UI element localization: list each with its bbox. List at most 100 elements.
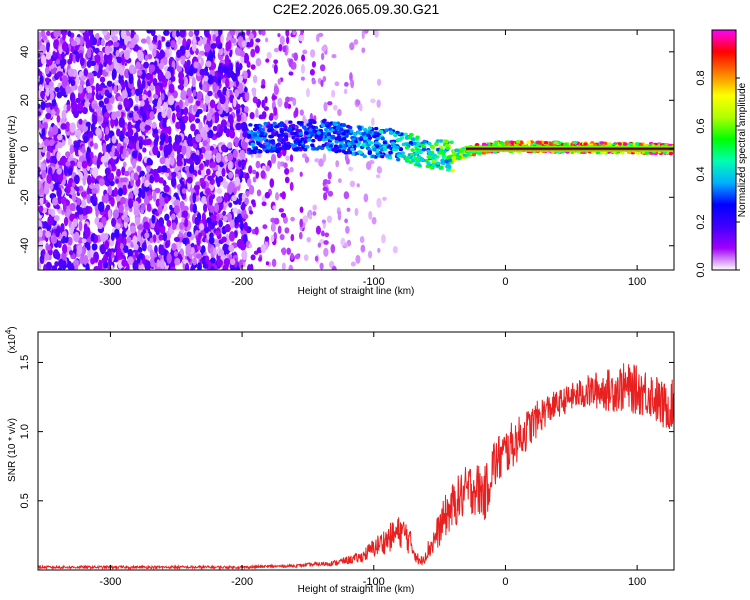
spectrogram-cell	[322, 186, 328, 192]
spectrogram-cell	[86, 152, 91, 164]
spectrogram-cell	[175, 121, 181, 130]
spectrogram-cell	[171, 213, 176, 220]
spectrogram-cell	[56, 71, 63, 78]
spectrogram-cell	[441, 151, 446, 156]
spectrogram-cell	[192, 104, 198, 113]
spectrogram-cell	[321, 119, 327, 124]
spectrogram-cell	[330, 134, 336, 139]
spectrogram-cell	[260, 84, 266, 89]
spectrogram-cell	[207, 90, 213, 97]
spectrogram-cell	[245, 190, 250, 197]
spectrogram-cell	[146, 157, 152, 166]
spectrogram-cell	[108, 256, 112, 267]
spectrogram-cell	[331, 89, 336, 98]
spectrogram-cell	[64, 121, 71, 132]
spectrogram-cell	[84, 170, 88, 180]
spectrogram-cell	[261, 99, 265, 109]
spectrogram-cell	[255, 38, 261, 43]
spectrogram-cell	[149, 110, 155, 121]
spectrogram-cell	[171, 112, 176, 124]
spectrogram-cell	[439, 165, 444, 170]
spectrogram-cell	[128, 112, 134, 118]
spectrogram-cell	[66, 104, 71, 112]
spectrogram-cell	[83, 254, 89, 266]
spectrogram-cell	[451, 155, 457, 160]
spectrogram-cell	[140, 38, 147, 44]
spectrogram-cell	[290, 252, 294, 260]
spectrogram-cell	[79, 255, 85, 265]
spectrogram-cell	[167, 108, 172, 119]
spectrogram-cell	[356, 130, 361, 135]
spectrogram-cell	[93, 155, 98, 166]
spectrogram-cell	[415, 150, 420, 154]
spectrogram-cell	[203, 203, 208, 213]
spectrogram-cell	[100, 155, 108, 164]
spectrogram-cell	[94, 54, 101, 64]
spectrogram-cell	[117, 182, 124, 189]
spectrogram-cell	[76, 161, 82, 169]
spectrogram-cell	[408, 160, 413, 164]
spectrogram-cell	[162, 121, 167, 129]
spectrogram-cell	[303, 254, 309, 262]
spectrogram-cell	[202, 263, 209, 269]
spectrogram-cell	[261, 201, 267, 207]
spectrogram-cell	[434, 142, 439, 147]
colorbar-tick-label: 0.6	[695, 118, 707, 133]
spectrogram-cell	[254, 137, 259, 141]
spectrogram-cell	[284, 168, 290, 175]
spectrogram-cell	[95, 127, 102, 136]
spectrogram-cell	[376, 166, 383, 174]
spectrogram-cell	[192, 203, 197, 214]
spectrogram-cell	[62, 31, 66, 41]
spectrogram-cell	[374, 126, 379, 131]
spectrogram-cell	[195, 253, 202, 259]
spectrogram-cell	[164, 70, 172, 80]
spectrogram-cell	[142, 111, 147, 123]
spectrogram-cell	[185, 262, 190, 270]
spectrogram-cell	[52, 124, 59, 136]
spectrogram-cell	[273, 64, 278, 74]
spectrogram-cell	[199, 223, 205, 231]
spectrogram-cell	[312, 211, 317, 216]
spectrogram-cell	[323, 247, 329, 257]
spectrogram-cell	[235, 108, 241, 115]
spectrogram-cell	[158, 62, 164, 70]
spectrogram-cell	[338, 144, 343, 149]
spectrogram-cell	[314, 158, 320, 163]
spectrogram-cell	[189, 203, 194, 213]
spectrogram-cell	[88, 30, 94, 36]
spectrogram-cell	[38, 103, 41, 109]
spectrogram-cell	[326, 215, 333, 223]
spectrogram-cell	[210, 265, 215, 270]
spectrogram-cell	[206, 60, 212, 68]
spectrogram-cell	[181, 210, 189, 219]
spectrogram-cell	[279, 129, 285, 134]
spectrogram-cell	[319, 262, 324, 270]
spectrogram-cell	[228, 202, 233, 208]
spectrogram-cell	[164, 213, 170, 222]
colorbar-bar	[711, 29, 737, 271]
spectrogram-cell	[280, 140, 286, 145]
spectrogram-cell	[200, 57, 204, 67]
spectrogram-cell	[286, 146, 291, 150]
spectrogram-cell	[380, 154, 385, 159]
spectrogram-cell	[185, 50, 191, 58]
spectrogram-cell	[288, 120, 293, 124]
spectrogram-cell	[301, 54, 306, 62]
spectrogram-cell	[668, 151, 674, 156]
spectrogram-cell	[84, 241, 91, 249]
spectrogram-cell	[321, 45, 327, 52]
spectrogram-cell	[115, 195, 121, 202]
spectrogram-cell	[216, 258, 223, 267]
spectrogram-cell	[249, 111, 255, 120]
spectrogram-cell	[323, 101, 328, 112]
spectrogram-cell	[331, 53, 337, 59]
spectrogram-cell	[409, 133, 414, 137]
spectrogram-cell	[294, 133, 300, 138]
spectrogram-cell	[432, 153, 437, 158]
spectrogram-cell	[270, 153, 277, 164]
spectrogram-cell	[246, 264, 252, 270]
spectrogram-cell	[380, 136, 385, 141]
spec-y-tick-label: -40	[19, 238, 31, 254]
spectrogram-cell	[91, 166, 99, 178]
